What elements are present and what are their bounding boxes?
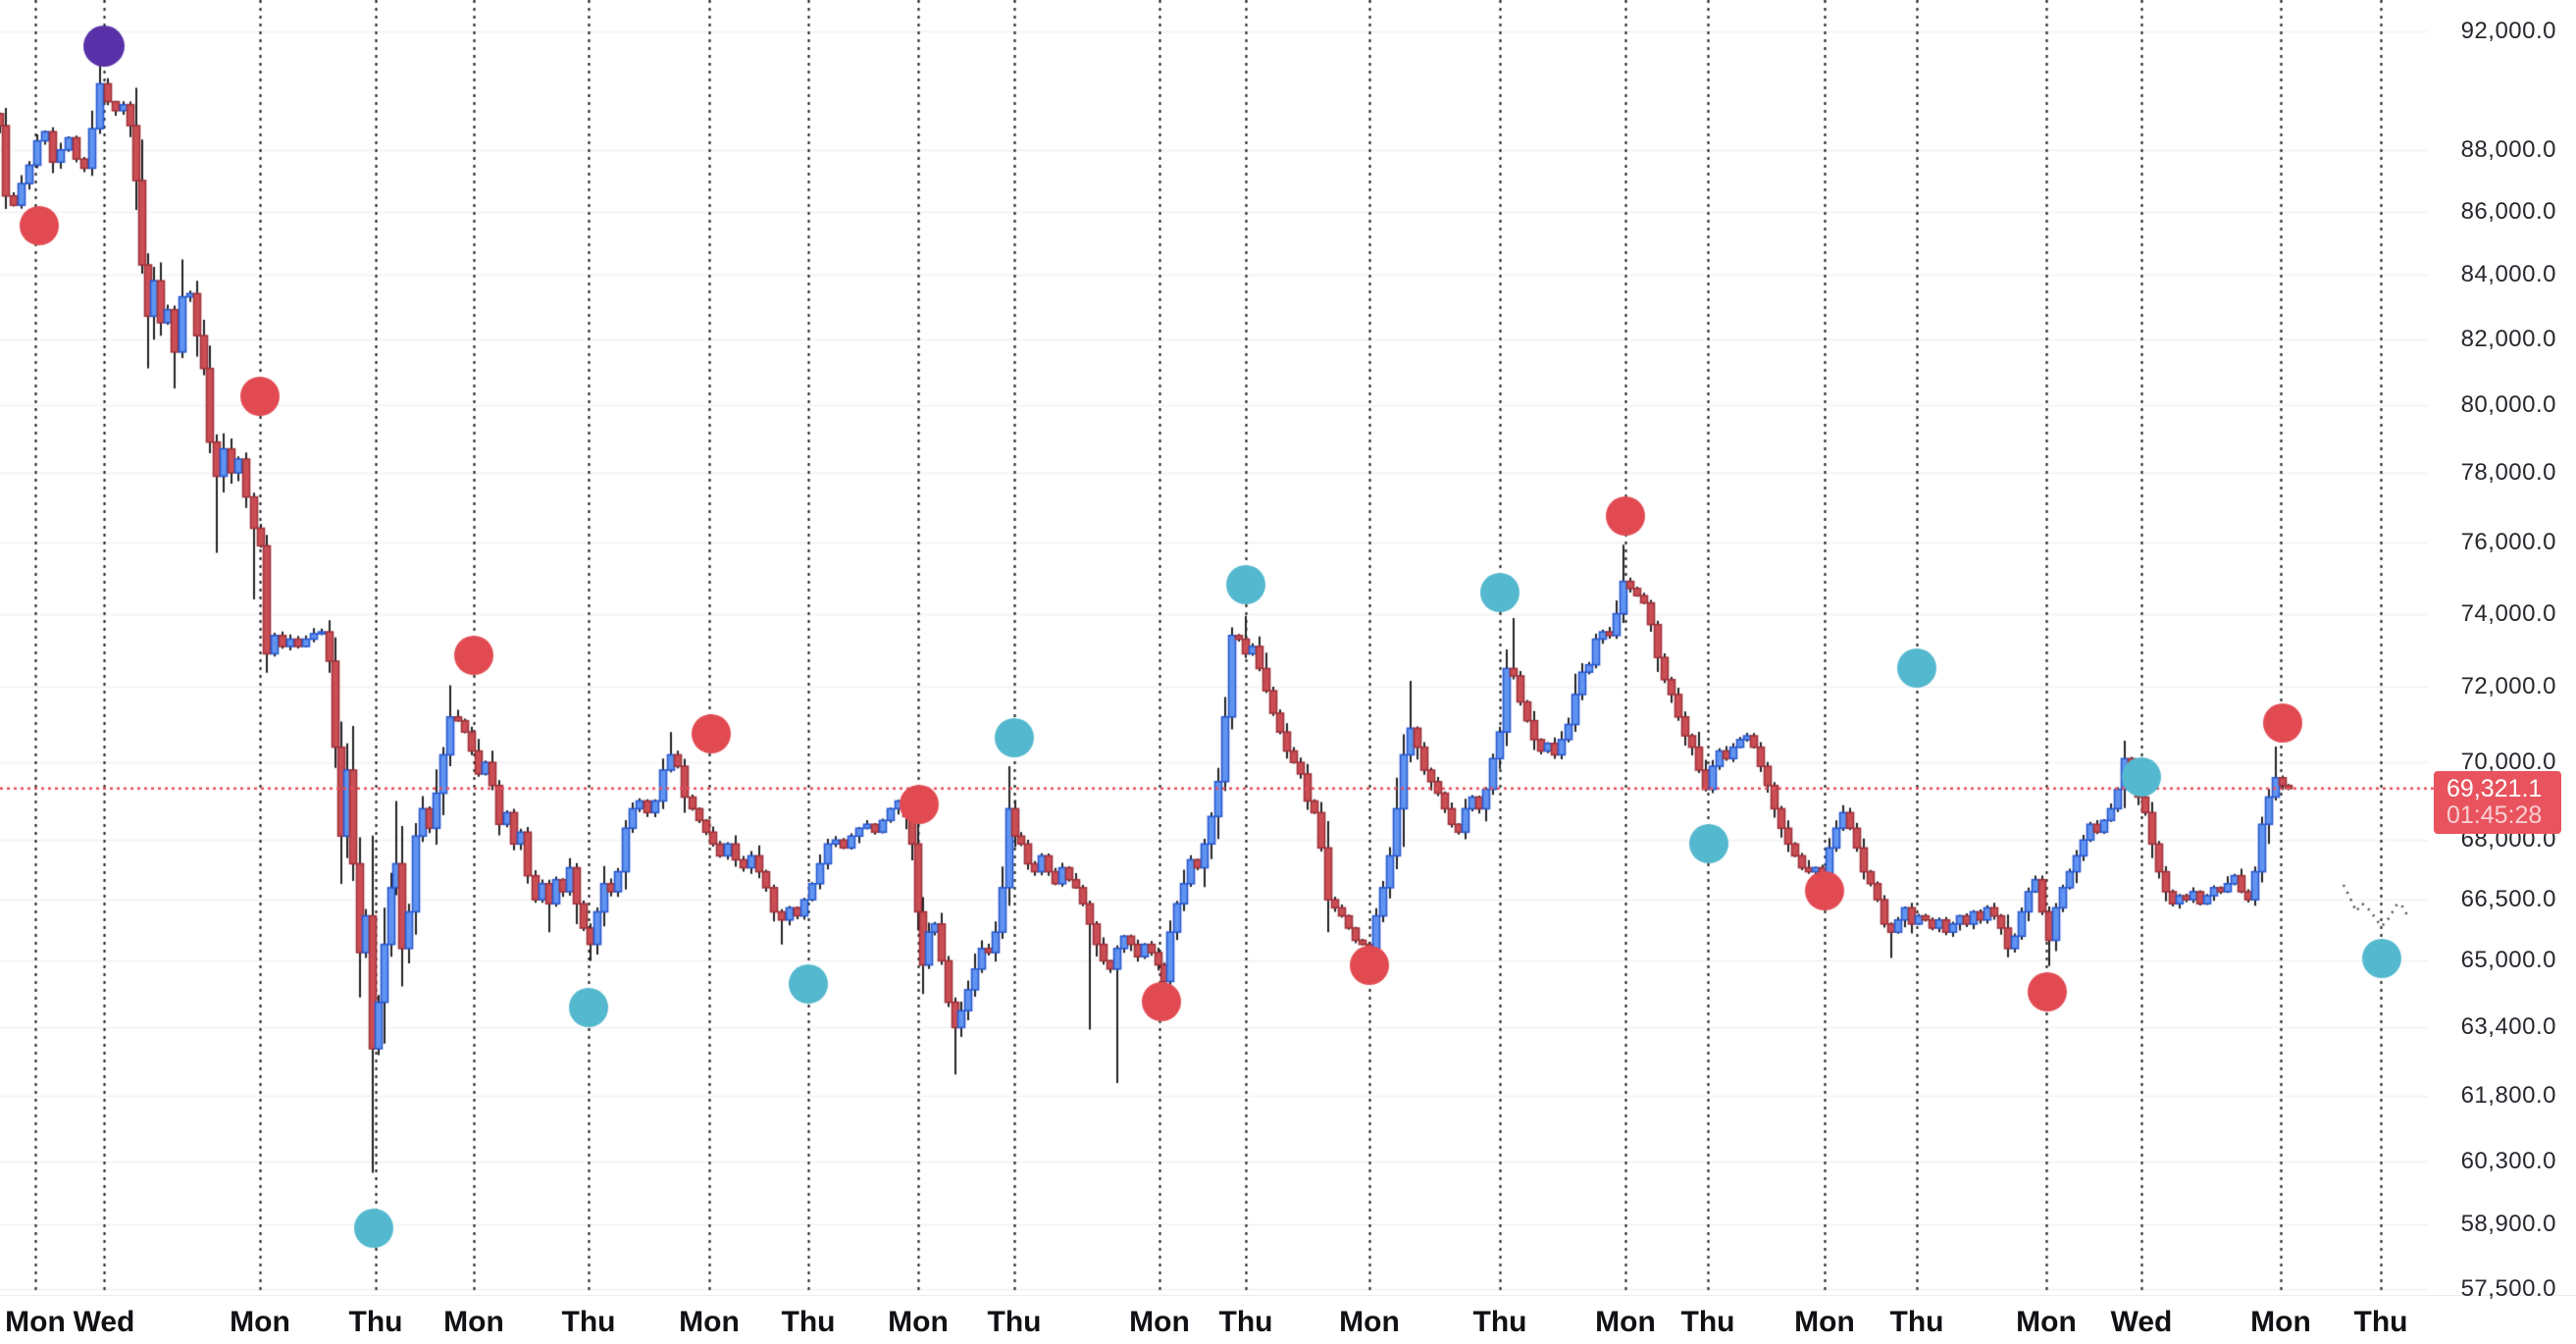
price-axis-tick: 86,000.0 xyxy=(2460,197,2556,225)
time-axis-day-label: Mon xyxy=(679,1306,740,1338)
time-axis-day-label: Mon xyxy=(1129,1306,1190,1338)
price-axis-tick: 63,400.0 xyxy=(2460,1013,2556,1041)
time-axis-day-label: Wed xyxy=(73,1306,135,1338)
time-axis-day-label: Thu xyxy=(1889,1306,1944,1338)
time-axis-day-label: Wed xyxy=(2110,1306,2173,1338)
price-axis-tick: 74,000.0 xyxy=(2460,599,2556,627)
price-axis-tick: 82,000.0 xyxy=(2460,325,2556,352)
time-axis-day-label: Mon xyxy=(888,1306,949,1338)
price-axis-tick: 60,300.0 xyxy=(2460,1148,2556,1175)
price-axis-tick: 92,000.0 xyxy=(2460,17,2556,44)
time-axis-separator xyxy=(0,1295,2576,1296)
time-axis-day-label: Mon xyxy=(1794,1306,1855,1338)
time-axis-day-label: Thu xyxy=(1680,1306,1735,1338)
time-axis-day-label: Thu xyxy=(781,1306,836,1338)
candle-countdown-timer: 01:45:28 xyxy=(2447,801,2543,829)
price-axis-tick: 61,800.0 xyxy=(2460,1082,2556,1110)
last-price-tag[interactable]: 69,321.1 01:45:28 xyxy=(2434,770,2561,834)
price-axis-tick: 57,500.0 xyxy=(2460,1274,2556,1302)
time-axis-day-label: Thu xyxy=(561,1306,616,1338)
price-axis-tick: 78,000.0 xyxy=(2460,459,2556,486)
time-axis-day-label: Mon xyxy=(1339,1306,1400,1338)
time-axis-day-label: Thu xyxy=(2353,1306,2408,1338)
time-axis-day-label: Mon xyxy=(2016,1306,2077,1338)
price-axis-tick: 80,000.0 xyxy=(2460,390,2556,418)
price-axis-tick: 88,000.0 xyxy=(2460,135,2556,163)
time-axis-day-label: Thu xyxy=(1472,1306,1527,1338)
time-axis-day-label: Thu xyxy=(1218,1306,1273,1338)
price-axis-tick: 72,000.0 xyxy=(2460,673,2556,700)
price-axis-tick: 58,900.0 xyxy=(2460,1211,2556,1238)
last-price-value: 69,321.1 xyxy=(2447,774,2543,802)
time-axis-day-label: Mon xyxy=(443,1306,504,1338)
time-axis-day-label: Thu xyxy=(987,1306,1042,1338)
price-axis-tick: 70,000.0 xyxy=(2460,749,2556,776)
time-axis-day-label: Mon xyxy=(230,1306,290,1338)
time-axis-day-label: Mon xyxy=(2250,1306,2311,1338)
price-axis-tick: 76,000.0 xyxy=(2460,528,2556,555)
price-axis-tick: 84,000.0 xyxy=(2460,260,2556,287)
time-axis-day-label: Mon xyxy=(5,1306,66,1338)
price-axis-tick: 66,500.0 xyxy=(2460,886,2556,913)
time-axis-day-label: Thu xyxy=(348,1306,403,1338)
price-axis-tick: 65,000.0 xyxy=(2460,947,2556,974)
time-axis-day-label: Mon xyxy=(1595,1306,1656,1338)
